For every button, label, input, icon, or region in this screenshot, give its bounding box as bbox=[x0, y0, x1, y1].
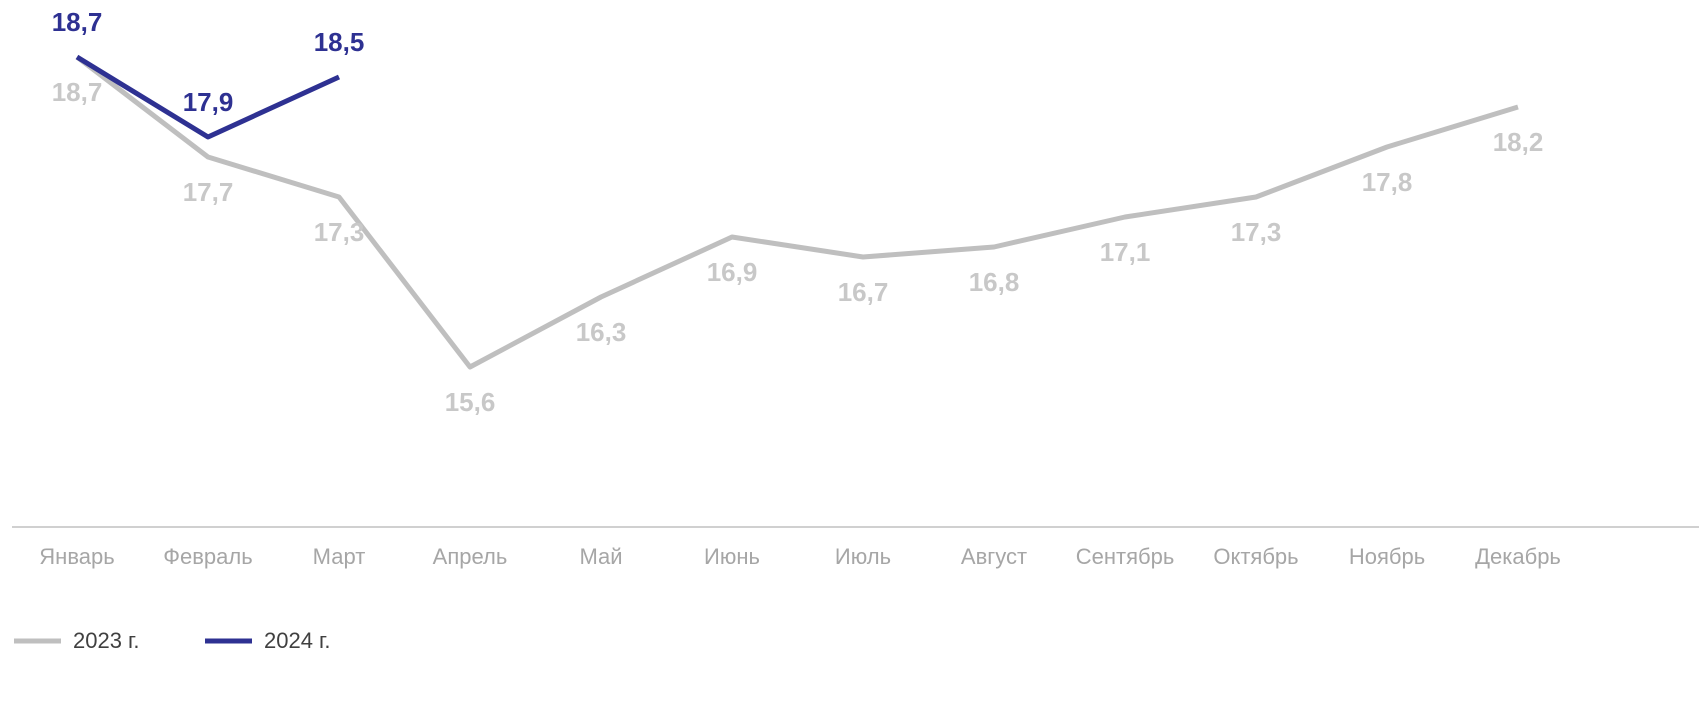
value-label: 18,7 bbox=[52, 7, 103, 37]
value-label: 18,2 bbox=[1493, 127, 1544, 157]
x-tick-label: Май bbox=[579, 544, 622, 569]
value-label: 18,5 bbox=[314, 27, 365, 57]
value-label: 17,9 bbox=[183, 87, 234, 117]
line bbox=[75, 54, 341, 140]
x-tick-label: Декабрь bbox=[1475, 544, 1561, 569]
x-tick-label: Март bbox=[313, 544, 366, 569]
value-label: 16,3 bbox=[576, 317, 627, 347]
x-tick-label: Сентябрь bbox=[1076, 544, 1175, 569]
line bbox=[75, 55, 1519, 370]
x-tick-label: Апрель bbox=[433, 544, 508, 569]
value-label: 17,8 bbox=[1362, 167, 1413, 197]
x-tick-label: Октябрь bbox=[1213, 544, 1298, 569]
value-label: 17,3 bbox=[1231, 217, 1282, 247]
x-tick-label: Июль bbox=[835, 544, 891, 569]
x-tick-label: Февраль bbox=[163, 544, 252, 569]
legend-label: 2024 г. bbox=[264, 628, 331, 653]
value-label: 17,3 bbox=[314, 217, 365, 247]
value-label: 18,7 bbox=[52, 77, 103, 107]
value-label: 17,1 bbox=[1100, 237, 1151, 267]
x-tick-label: Июнь bbox=[704, 544, 760, 569]
x-tick-label: Январь bbox=[39, 544, 114, 569]
value-label: 16,9 bbox=[707, 257, 758, 287]
x-tick-label: Август bbox=[961, 544, 1027, 569]
x-tick-label: Ноябрь bbox=[1349, 544, 1425, 569]
value-label: 17,7 bbox=[183, 177, 234, 207]
value-label: 16,7 bbox=[838, 277, 889, 307]
value-label: 15,6 bbox=[445, 387, 496, 417]
value-label: 16,8 bbox=[969, 267, 1020, 297]
legend-label: 2023 г. bbox=[73, 628, 140, 653]
